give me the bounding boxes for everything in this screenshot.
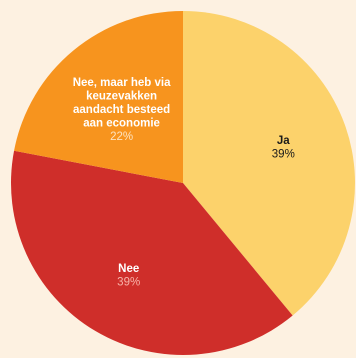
pie-slice-3 [14, 11, 183, 183]
slice-label-name-3-line-1: Nee, maar heb via [73, 77, 171, 89]
slice-label-value-3: 22% [110, 131, 133, 143]
slice-label-name-3-line-2: keuzevakken [86, 90, 157, 102]
slice-label-1: Ja 39% [272, 135, 295, 161]
pie-slice-1 [183, 11, 356, 316]
slice-label-name-3-line-4: aan economie [83, 117, 160, 129]
slice-label-name-1-line-1: Ja [277, 135, 290, 147]
slice-label-2: Nee 39% [117, 263, 140, 289]
slice-label-name-2-line-1: Nee [118, 263, 139, 275]
slice-label-value-1: 39% [272, 149, 295, 161]
pie-slices [11, 11, 356, 356]
slice-label-name-3-line-3: aandacht besteed [73, 104, 170, 116]
pie-slice-2 [11, 150, 293, 356]
slice-label-value-2: 39% [117, 277, 140, 289]
